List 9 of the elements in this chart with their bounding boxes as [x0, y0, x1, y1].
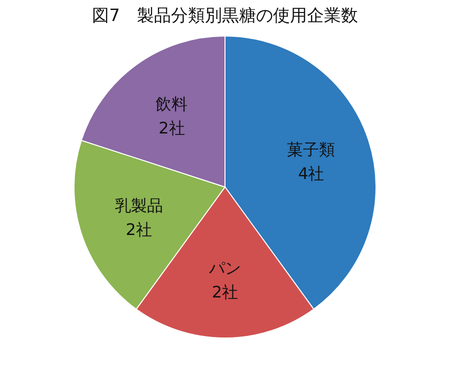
slice-label: 乳製品	[114, 196, 163, 215]
data-label: 4社	[298, 164, 324, 184]
data-label: 2社	[158, 118, 185, 138]
chart-title: 図7 製品分類別黒糖の使用企業数	[91, 5, 359, 27]
slice-label: パン	[208, 258, 241, 278]
slice-label: 菓子類	[287, 140, 336, 160]
data-label: 2社	[126, 220, 152, 239]
data-label: 2社	[212, 282, 238, 302]
slice-label: 飲料	[156, 94, 188, 114]
